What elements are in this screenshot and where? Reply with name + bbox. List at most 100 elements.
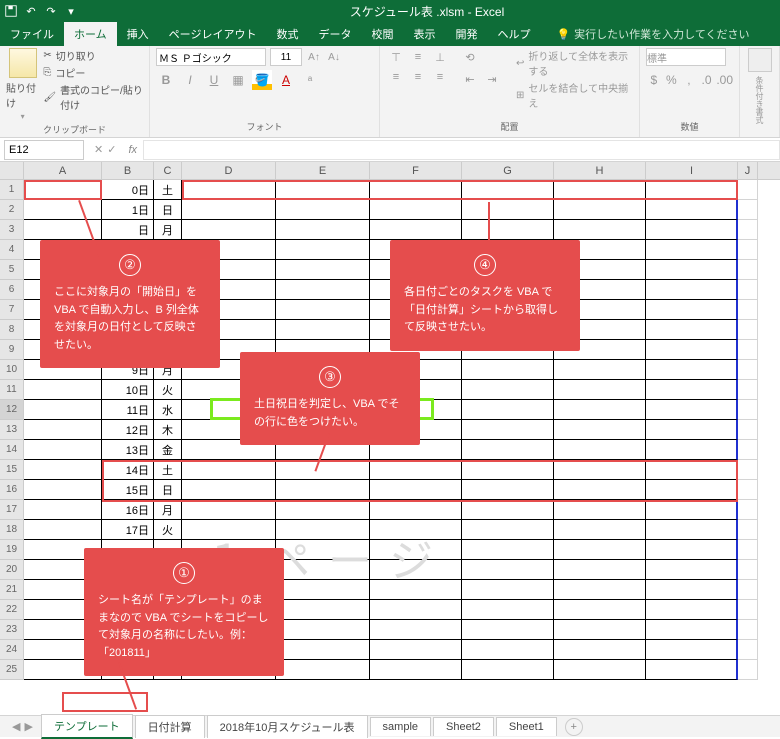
cell[interactable] [646, 660, 738, 680]
cell[interactable] [370, 200, 462, 220]
add-sheet-button[interactable]: + [565, 718, 583, 736]
cell[interactable] [738, 660, 758, 680]
align-top-button[interactable]: ⊤ [386, 48, 406, 66]
cell[interactable]: 15日 [102, 480, 154, 500]
cell[interactable] [738, 540, 758, 560]
cell[interactable] [738, 380, 758, 400]
cell[interactable] [554, 460, 646, 480]
cell[interactable] [24, 520, 102, 540]
cell[interactable] [646, 600, 738, 620]
row-header[interactable]: 24 [0, 640, 24, 660]
tab-data[interactable]: データ [308, 22, 361, 46]
cell[interactable] [646, 580, 738, 600]
cell[interactable] [24, 200, 102, 220]
cell[interactable] [554, 660, 646, 680]
comma-button[interactable]: , [681, 70, 697, 90]
cell[interactable] [738, 600, 758, 620]
cell[interactable] [646, 200, 738, 220]
qat-dropdown-icon[interactable]: ▾ [64, 4, 78, 18]
cell[interactable] [738, 620, 758, 640]
cell[interactable]: 土 [154, 460, 182, 480]
row-header[interactable]: 21 [0, 580, 24, 600]
cell[interactable]: 14日 [102, 460, 154, 480]
cell[interactable] [24, 440, 102, 460]
row-header[interactable]: 1 [0, 180, 24, 200]
cell[interactable] [646, 340, 738, 360]
row-header[interactable]: 2 [0, 200, 24, 220]
sheet-tab-sheet1[interactable]: Sheet1 [496, 717, 557, 736]
cell[interactable] [24, 480, 102, 500]
cell[interactable] [646, 380, 738, 400]
currency-button[interactable]: $ [646, 70, 662, 90]
font-name-select[interactable] [156, 48, 266, 66]
tab-view[interactable]: 表示 [403, 22, 445, 46]
cell[interactable] [276, 280, 370, 300]
undo-icon[interactable]: ↶ [24, 4, 38, 18]
cell[interactable] [738, 400, 758, 420]
cell[interactable] [182, 480, 276, 500]
tab-formulas[interactable]: 数式 [266, 22, 308, 46]
row-header[interactable]: 23 [0, 620, 24, 640]
sheet-prev-icon[interactable]: ◀ [12, 720, 20, 733]
cell[interactable] [370, 560, 462, 580]
cell[interactable]: 火 [154, 520, 182, 540]
cell[interactable]: 日 [102, 220, 154, 240]
cell[interactable] [276, 460, 370, 480]
cell[interactable] [646, 500, 738, 520]
col-header-b[interactable]: B [102, 162, 154, 179]
tab-file[interactable]: ファイル [0, 22, 64, 46]
percent-button[interactable]: % [664, 70, 680, 90]
cell[interactable] [554, 480, 646, 500]
row-header[interactable]: 10 [0, 360, 24, 380]
cell[interactable] [276, 180, 370, 200]
row-header[interactable]: 3 [0, 220, 24, 240]
sheet-next-icon[interactable]: ▶ [24, 720, 32, 733]
align-left-button[interactable]: ≡ [386, 68, 406, 86]
paste-button[interactable]: 貼り付け ▾ [6, 48, 39, 121]
col-header-f[interactable]: F [370, 162, 462, 179]
cell[interactable] [646, 420, 738, 440]
cell[interactable] [738, 500, 758, 520]
cell[interactable] [738, 340, 758, 360]
cell[interactable] [646, 520, 738, 540]
tab-pagelayout[interactable]: ページレイアウト [159, 22, 267, 46]
cell[interactable] [370, 520, 462, 540]
cell[interactable] [738, 520, 758, 540]
cell[interactable]: 月 [154, 500, 182, 520]
tab-insert[interactable]: 挿入 [117, 22, 159, 46]
cell[interactable] [370, 480, 462, 500]
align-bottom-button[interactable]: ⊥ [430, 48, 450, 66]
cell[interactable] [738, 420, 758, 440]
row-header[interactable]: 22 [0, 600, 24, 620]
cell[interactable] [276, 240, 370, 260]
row-header[interactable]: 8 [0, 320, 24, 340]
row-header[interactable]: 19 [0, 540, 24, 560]
cell[interactable] [554, 360, 646, 380]
cell[interactable] [738, 360, 758, 380]
cell[interactable]: 木 [154, 420, 182, 440]
cell[interactable] [738, 440, 758, 460]
cell[interactable] [24, 500, 102, 520]
align-center-button[interactable]: ≡ [408, 68, 428, 86]
cell[interactable] [646, 640, 738, 660]
formula-bar[interactable] [143, 140, 780, 160]
cell[interactable]: 16日 [102, 500, 154, 520]
cell[interactable] [276, 540, 370, 560]
sheet-tab-template[interactable]: テンプレート [41, 714, 133, 739]
cell[interactable] [24, 380, 102, 400]
cell[interactable] [462, 220, 554, 240]
cond-fmt-icon[interactable] [748, 48, 772, 72]
row-header[interactable]: 16 [0, 480, 24, 500]
row-header[interactable]: 4 [0, 240, 24, 260]
fill-color-button[interactable]: 🪣 [252, 70, 272, 90]
cell[interactable] [276, 580, 370, 600]
cell[interactable] [462, 500, 554, 520]
cell[interactable] [738, 580, 758, 600]
cell[interactable] [24, 400, 102, 420]
cell[interactable] [276, 320, 370, 340]
increase-font-icon[interactable]: A↑ [306, 49, 322, 65]
row-header[interactable]: 13 [0, 420, 24, 440]
col-header-g[interactable]: G [462, 162, 554, 179]
cell[interactable] [276, 300, 370, 320]
row-header[interactable]: 25 [0, 660, 24, 680]
